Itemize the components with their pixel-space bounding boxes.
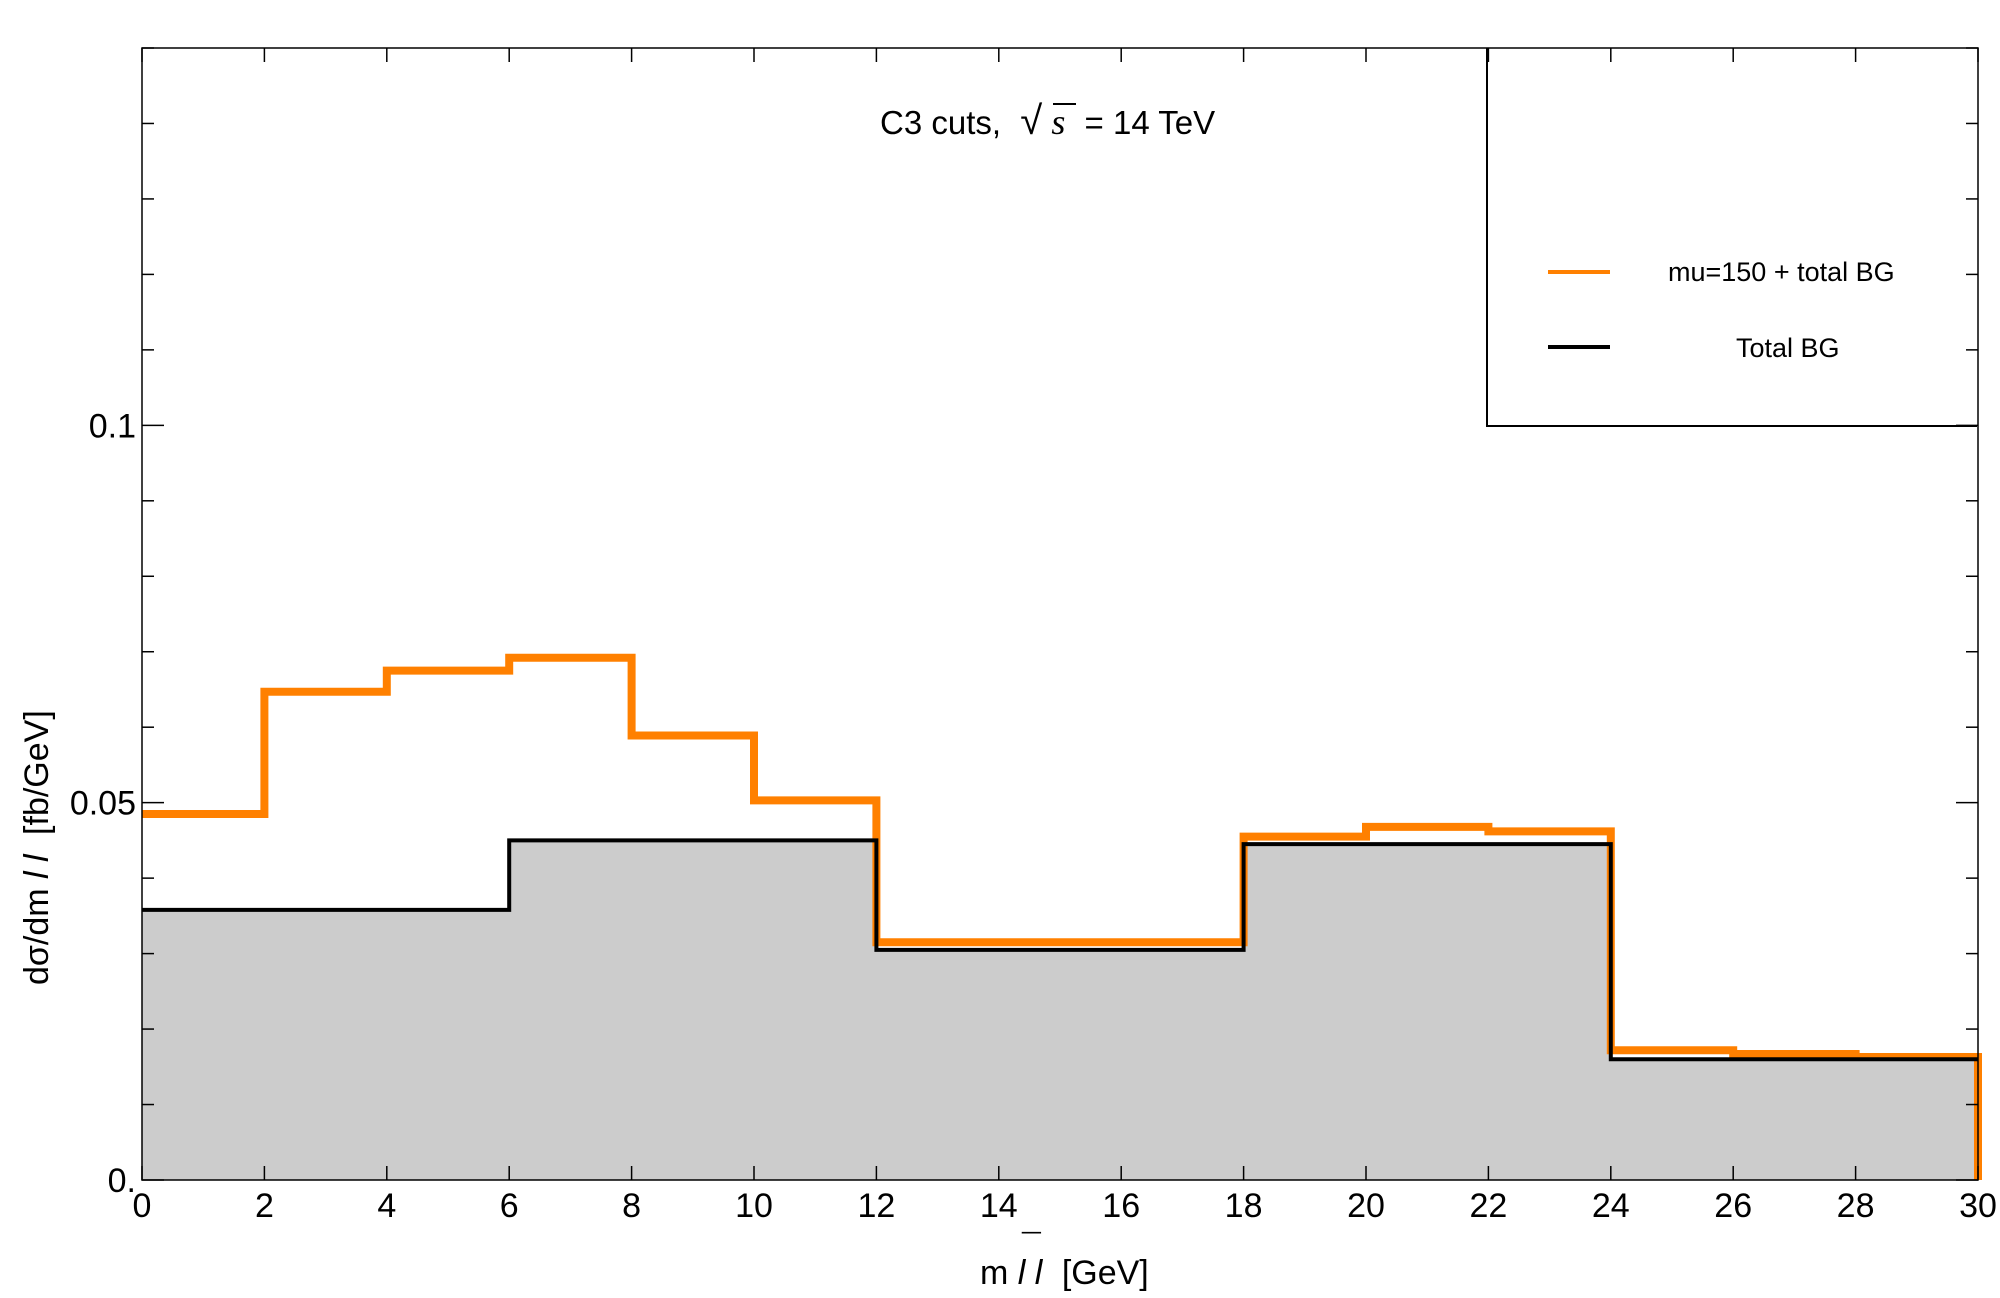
x-tick-label: 20 <box>1347 1187 1385 1225</box>
y-tick-label: 0.05 <box>70 785 136 823</box>
xlabel-main: m <box>980 1254 1008 1292</box>
series-total-bg-fill <box>142 840 1978 1180</box>
legend-label-mu150: mu=150 + total BG <box>1668 257 1895 287</box>
x-tick-label: 14 <box>980 1187 1018 1225</box>
x-tick-label: 4 <box>377 1187 396 1225</box>
tick-marks-layer <box>141 47 1979 1181</box>
title-sqrt-symbol: √ <box>1020 99 1042 143</box>
x-tick-label: 24 <box>1592 1187 1630 1225</box>
legend-frame <box>1486 48 1977 427</box>
ylabel-main: dσ/dm <box>18 888 56 985</box>
ylabel-italic2: l <box>18 853 56 862</box>
ylabel-overbar: ¯ <box>0 855 30 876</box>
x-tick-label: 28 <box>1837 1187 1875 1225</box>
x-tick-label: 12 <box>857 1187 895 1225</box>
plot-frame <box>141 47 1979 1181</box>
x-tick-label: 0 <box>133 1187 152 1225</box>
x-tick-label: 26 <box>1714 1187 1752 1225</box>
x-tick-label: 16 <box>1102 1187 1140 1225</box>
x-axis-title: m l l [GeV] <box>980 1254 1149 1292</box>
series-lines-layer <box>142 653 1982 1180</box>
title-sqrt-arg: s <box>1051 102 1065 142</box>
xlabel-italic2: l <box>1035 1254 1044 1292</box>
y-tick-label: 0.1 <box>89 407 136 445</box>
title-suffix: = 14 TeV <box>1085 104 1216 141</box>
legend-label-total-bg: Total BG <box>1736 333 1840 363</box>
chart-title: C3 cuts, √ s = 14 TeV <box>880 99 1215 143</box>
xlabel-suffix: [GeV] <box>1062 1254 1149 1292</box>
y-tick-label: 0. <box>108 1162 136 1200</box>
ylabel-suffix: [fb/GeV] <box>18 710 56 835</box>
title-prefix: C3 cuts, <box>880 104 1001 141</box>
y-axis-title: dσ/dm l l [fb/GeV] <box>18 710 56 985</box>
legend: mu=150 + total BG Total BG <box>1486 48 1977 427</box>
x-tick-label: 2 <box>255 1187 274 1225</box>
y-tick-labels: 0. 0.05 0.1 <box>70 407 136 1200</box>
y-axis-title-group: dσ/dm l l [fb/GeV] ¯ <box>0 710 56 985</box>
xlabel-italic: l <box>1018 1254 1027 1292</box>
total-bg-fill-layer <box>142 840 1978 1180</box>
x-tick-label: 22 <box>1469 1187 1507 1225</box>
x-tick-labels: 0 2 4 6 8 10 12 14 16 18 20 22 24 26 28 30 <box>133 1187 1997 1225</box>
x-tick-label: 30 <box>1959 1187 1997 1225</box>
x-tick-label: 6 <box>500 1187 519 1225</box>
ylabel-italic: l <box>18 870 56 879</box>
x-tick-label: 10 <box>735 1187 773 1225</box>
xlabel-overbar: ¯ <box>1021 1228 1042 1266</box>
series-total-bg-line <box>142 838 1978 1062</box>
x-tick-label: 8 <box>622 1187 641 1225</box>
x-tick-label: 18 <box>1225 1187 1263 1225</box>
